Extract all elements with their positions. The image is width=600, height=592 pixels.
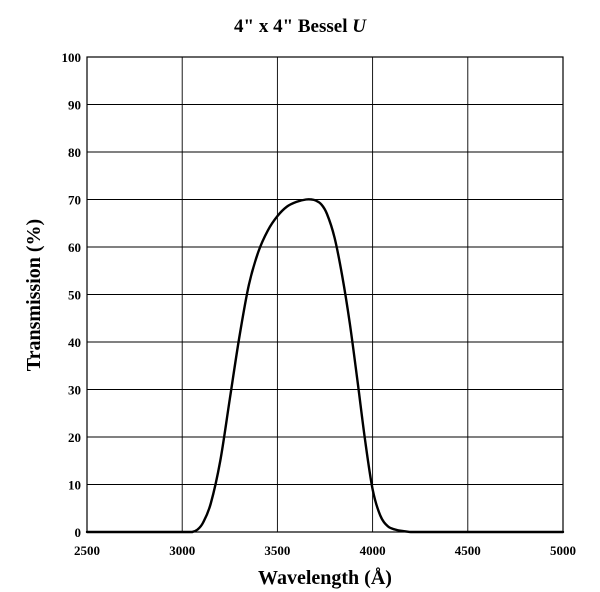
y-tick-label: 80 <box>68 145 81 160</box>
y-tick-label: 10 <box>68 478 81 493</box>
x-tick-labels: 2500 3000 3500 4000 4500 5000 <box>74 543 576 558</box>
chart-title-text: 4" x 4" Bessel <box>234 16 352 37</box>
y-tick-label: 70 <box>68 193 81 208</box>
y-tick-label: 90 <box>68 98 81 113</box>
y-tick-label: 100 <box>62 50 82 65</box>
plot-frame <box>86 56 564 533</box>
x-tick-label: 2500 <box>74 543 100 558</box>
y-tick-label: 20 <box>68 430 81 445</box>
y-tick-label: 30 <box>68 383 81 398</box>
x-tick-label: 3500 <box>264 543 290 558</box>
y-tick-labels: 0 10 20 30 40 50 60 70 80 90 100 <box>62 50 82 540</box>
y-tick-label: 50 <box>68 288 81 303</box>
x-tick-label: 3000 <box>169 543 195 558</box>
y-axis-label: Transmission (%) <box>23 219 45 371</box>
chart-title-italic: U <box>352 16 367 37</box>
y-tick-label: 60 <box>68 240 81 255</box>
series-line-transmission <box>85 198 565 534</box>
y-tick-label: 0 <box>75 525 82 540</box>
x-tick-label: 4000 <box>360 543 386 558</box>
grid-lines <box>86 56 564 533</box>
x-axis-label: Wavelength (Å) <box>258 566 392 589</box>
x-tick-label: 4500 <box>455 543 481 558</box>
y-tick-label: 40 <box>68 335 81 350</box>
x-tick-label: 5000 <box>550 543 576 558</box>
chart-title: 4" x 4" Bessel U <box>234 16 367 37</box>
